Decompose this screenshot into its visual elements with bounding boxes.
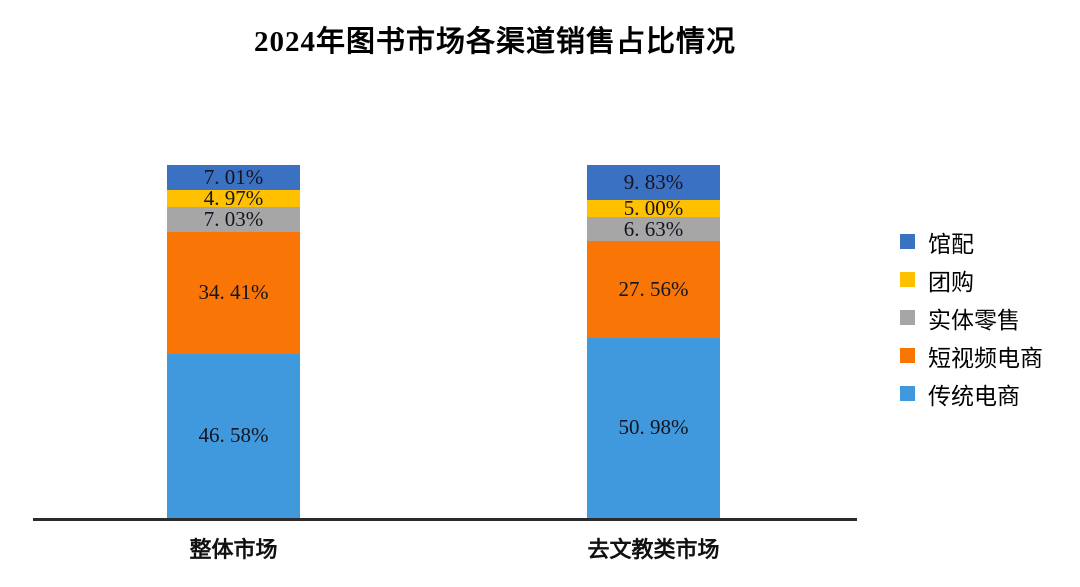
bar-segment: 50. 98% <box>587 338 720 518</box>
legend-label: 实体零售 <box>928 307 1020 333</box>
category-label-overall-market: 整体市场 <box>189 537 278 562</box>
segment-value-label: 46. 58% <box>198 423 269 448</box>
segment-value-label: 50. 98% <box>618 415 689 440</box>
legend-label: 团购 <box>928 269 974 295</box>
bar-segment: 7. 03% <box>167 207 300 233</box>
bar-segment: 27. 56% <box>587 240 720 338</box>
legend-swatch-icon <box>900 348 915 363</box>
segment-value-label: 34. 41% <box>198 280 269 305</box>
bar-segment: 46. 58% <box>167 353 300 518</box>
segment-value-label: 4. 97% <box>203 186 264 210</box>
segment-value-label: 7. 01% <box>203 164 264 189</box>
segment-value-label: 5. 00% <box>623 196 684 221</box>
legend: 馆配团购实体零售短视频电商传统电商 <box>900 229 1043 409</box>
bar-segment: 9. 83% <box>587 165 720 200</box>
x-axis-line <box>33 518 857 521</box>
legend-label: 短视频电商 <box>928 345 1043 371</box>
legend-item: 短视频电商 <box>900 343 1043 371</box>
bar-segment: 6. 63% <box>587 216 720 241</box>
legend-swatch-icon <box>900 234 915 249</box>
legend-label: 馆配 <box>928 231 974 257</box>
legend-item: 团购 <box>900 267 1043 295</box>
legend-swatch-icon <box>900 310 915 325</box>
bar-segment: 5. 00% <box>587 196 720 221</box>
bar-overall-market: 7. 01% 4. 97% 7. 03% 34. 41% 46. 58% <box>167 165 300 518</box>
legend-item: 馆配 <box>900 229 1043 257</box>
bar-segment: 7. 01% <box>167 165 300 190</box>
category-label-excl-education-market: 去文教类市场 <box>587 537 720 562</box>
bar-segment: 34. 41% <box>167 232 300 354</box>
segment-value-label: 9. 83% <box>623 169 684 194</box>
legend-label: 传统电商 <box>928 383 1020 409</box>
segment-value-label: 27. 56% <box>618 276 689 301</box>
legend-item: 实体零售 <box>900 305 1043 333</box>
chart-title: 2024年图书市场各渠道销售占比情况 <box>253 26 736 58</box>
legend-swatch-icon <box>900 272 915 287</box>
segment-value-label: 7. 03% <box>203 207 264 232</box>
segment-value-label: 6. 63% <box>623 216 684 241</box>
bar-excl-education-market: 9. 83% 5. 00% 6. 63% 27. 56% 50. 98% <box>587 165 720 518</box>
legend-item: 传统电商 <box>900 381 1043 409</box>
bar-segment: 4. 97% <box>167 186 300 210</box>
legend-swatch-icon <box>900 386 915 401</box>
